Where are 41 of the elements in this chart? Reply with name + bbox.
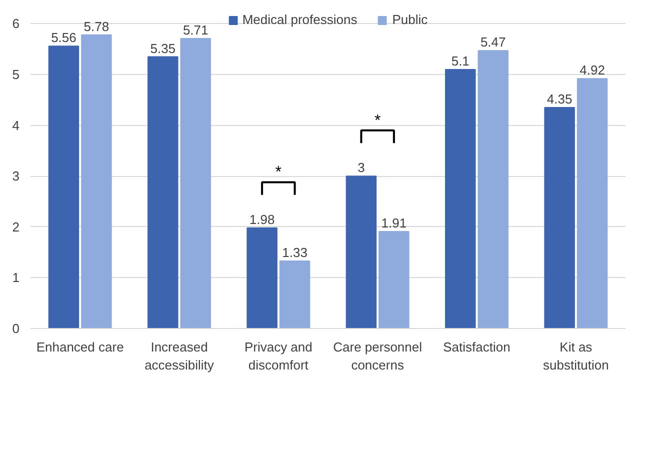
- y-tick-label: 3: [12, 168, 20, 184]
- x-tick-label: Privacy and discomfort: [244, 340, 312, 372]
- y-tick-label: 4: [12, 118, 20, 133]
- bar: [445, 68, 476, 328]
- bar: [246, 227, 278, 328]
- legend-label: Public: [392, 12, 428, 27]
- data-label: 5.71: [182, 22, 208, 38]
- y-tick-label: 0: [12, 321, 20, 336]
- data-label: 4.92: [580, 62, 605, 78]
- bar: [81, 34, 112, 328]
- data-label: 5.78: [84, 18, 110, 34]
- bar: [478, 50, 508, 328]
- y-tick-label: 2: [12, 219, 20, 234]
- data-label: 1.91: [381, 215, 407, 230]
- data-label: 4.35: [546, 92, 572, 107]
- data-label: 5.35: [150, 40, 176, 56]
- bar: [378, 230, 410, 328]
- y-tick-label: 1: [12, 270, 20, 286]
- y-tick-label: 5: [12, 67, 20, 82]
- data-label: 1.33: [282, 244, 308, 260]
- annotation: *: [275, 164, 282, 182]
- legend-label: Medical professions: [242, 12, 358, 27]
- data-label: 5.47: [480, 34, 506, 50]
- bar: [544, 107, 575, 328]
- data-label: 5.56: [51, 30, 76, 46]
- data-label: 1.98: [249, 212, 275, 227]
- annotation: *: [374, 112, 381, 130]
- bar: [48, 46, 80, 328]
- bar: [279, 260, 310, 328]
- x-tick-label: Enhanced care: [36, 340, 124, 354]
- bar: [576, 78, 608, 328]
- x-tick-label: Care personnel concerns: [333, 340, 422, 372]
- bar: [180, 38, 211, 328]
- x-tick-label: Satisfaction: [443, 340, 510, 354]
- x-tick-label: Increased accessibility: [144, 340, 214, 372]
- data-label: 5.1: [451, 53, 470, 68]
- y-tick-label: 6: [12, 16, 20, 32]
- bar: [346, 176, 377, 328]
- data-label: 3: [358, 160, 365, 176]
- x-tick-label: Kit as substitution: [543, 340, 609, 372]
- bar: [148, 56, 178, 328]
